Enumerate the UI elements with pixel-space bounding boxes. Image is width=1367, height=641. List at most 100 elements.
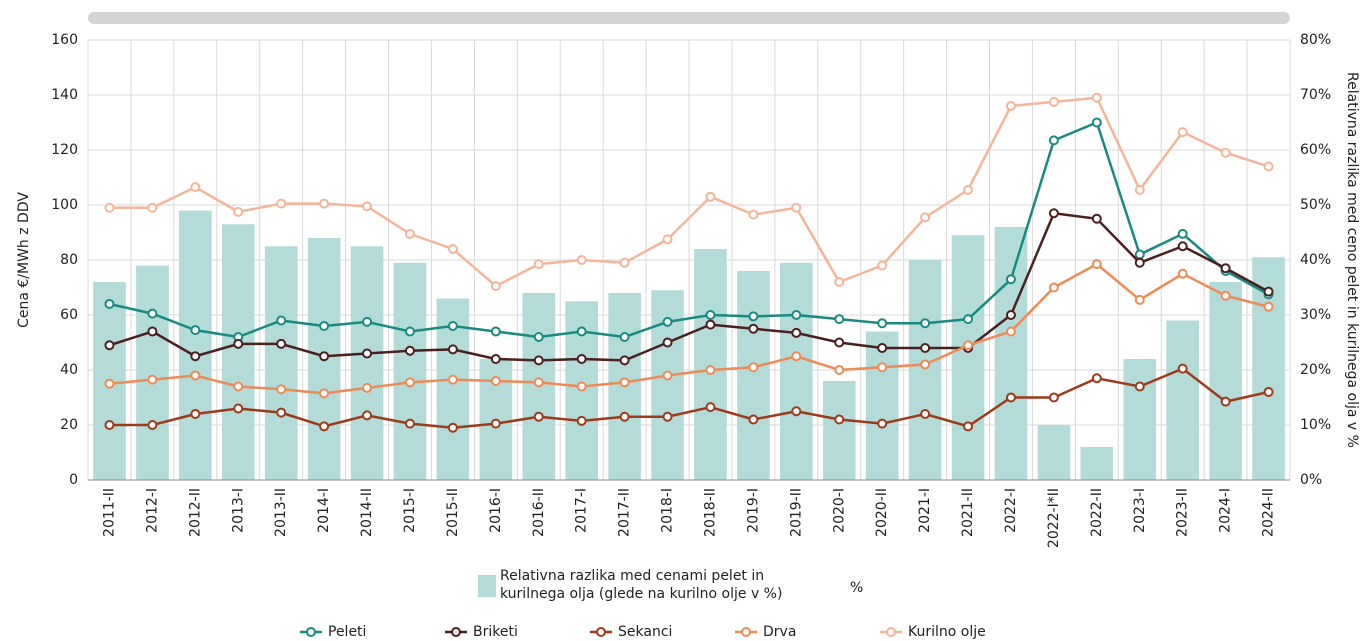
marker (362, 201, 373, 212)
marker (619, 411, 630, 422)
marker (619, 377, 630, 388)
marker (791, 202, 802, 213)
marker (319, 321, 330, 331)
x-tick-label: 2020-II (874, 488, 890, 537)
marker (1134, 249, 1145, 260)
marker (1048, 96, 1059, 107)
marker (533, 355, 544, 366)
bar (951, 235, 985, 480)
y-tick-label: 60 (60, 307, 78, 323)
x-tick-label: 2024-II (1261, 488, 1277, 537)
marker (1048, 135, 1059, 146)
y-tick-label: 100 (51, 197, 78, 213)
marker (533, 259, 544, 270)
legend-label: Briketi (473, 624, 518, 640)
legend-marker (596, 627, 606, 637)
x-tick-label: 2023-I (1132, 488, 1148, 533)
x-tick-label: 2022-I (1003, 488, 1019, 533)
marker (1091, 259, 1102, 270)
bar (136, 265, 169, 480)
marker (104, 378, 115, 389)
x-tick-label: 2021-II (960, 488, 976, 537)
y2-tick-label: 0% (1300, 472, 1322, 488)
x-tick-label: 2018-II (702, 488, 718, 537)
marker (1134, 184, 1145, 195)
marker (447, 374, 458, 385)
legend-label: Relativna razlika med cenami pelet in ku… (500, 568, 783, 602)
x-tick-label: 2022-I*II (1046, 488, 1062, 548)
bar (1037, 425, 1071, 480)
marker (877, 318, 888, 329)
marker (576, 415, 587, 426)
marker (447, 321, 458, 331)
marker (147, 420, 158, 430)
marker (404, 326, 415, 337)
marker (190, 370, 201, 381)
marker (705, 319, 716, 330)
marker (362, 410, 373, 421)
marker (748, 414, 759, 425)
marker (1134, 257, 1145, 268)
y-tick-label: 40 (60, 362, 78, 378)
marker (920, 212, 931, 223)
x-tick-label: 2013-I (230, 488, 246, 533)
marker (404, 377, 415, 388)
marker (834, 414, 845, 425)
marker (319, 421, 330, 432)
line (109, 96, 1269, 288)
marker (748, 323, 759, 334)
y2-axis-label: Relativna razlika med ceno pelet in kuri… (1344, 72, 1360, 448)
scrollbar (88, 12, 1290, 24)
marker (447, 344, 458, 355)
marker (619, 257, 630, 268)
marker (963, 340, 974, 351)
line (109, 262, 1269, 395)
legend-unit: % (850, 580, 863, 596)
marker (1005, 101, 1016, 111)
marker (1048, 392, 1059, 403)
marker (490, 418, 501, 429)
y-tick-label: 20 (60, 417, 78, 433)
marker (748, 311, 759, 322)
marker (147, 308, 158, 319)
y-tick-label: 120 (51, 142, 78, 158)
x-tick-label: 2014-II (359, 488, 375, 537)
bar (822, 381, 856, 480)
line (109, 367, 1269, 430)
marker (662, 316, 673, 327)
marker (1091, 92, 1102, 103)
marker (705, 365, 716, 375)
marker (147, 374, 158, 385)
x-tick-label: 2016-I (488, 488, 504, 533)
marker (190, 409, 201, 419)
bar (865, 331, 899, 480)
marker (705, 310, 716, 320)
y-tick-label: 0 (69, 472, 78, 488)
x-tick-label: 2019-I (745, 488, 761, 533)
marker (1177, 228, 1188, 239)
bar (908, 260, 942, 480)
y2-tick-label: 60% (1300, 142, 1331, 158)
bar (264, 246, 298, 480)
marker (319, 351, 330, 362)
x-tick-label: 2011-II (101, 488, 117, 537)
y-axis-label: Cena €/MWh z DDV (16, 192, 32, 328)
marker (877, 260, 888, 271)
marker (1091, 213, 1102, 224)
y2-tick-label: 80% (1300, 32, 1331, 48)
marker (362, 316, 373, 327)
y2-tick-label: 20% (1300, 362, 1331, 378)
y-tick-label: 140 (51, 87, 78, 103)
marker (1220, 290, 1231, 301)
marker (1263, 286, 1274, 297)
bar (780, 262, 813, 480)
marker (404, 228, 415, 239)
bar (1166, 320, 1199, 480)
legend-marker (451, 627, 461, 637)
marker (576, 326, 587, 337)
y2-tick-label: 50% (1300, 197, 1331, 213)
marker (276, 198, 287, 209)
legend-label: Peleti (328, 624, 366, 640)
marker (576, 381, 587, 392)
